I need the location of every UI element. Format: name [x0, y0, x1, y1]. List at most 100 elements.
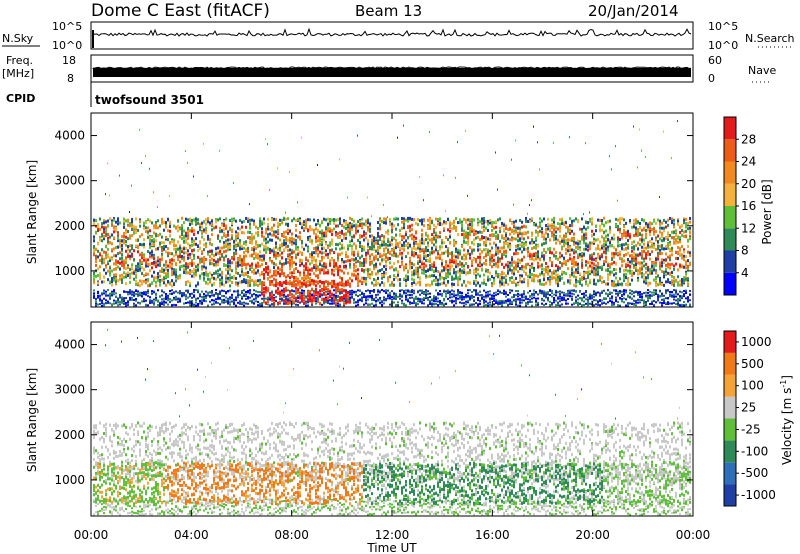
echo-cell — [187, 234, 189, 238]
echo-cell — [99, 303, 101, 306]
echo-cell — [333, 296, 335, 300]
echo-cell — [165, 260, 167, 264]
echo-cell — [359, 241, 361, 245]
echo-cell — [163, 281, 165, 285]
echo-cell — [399, 289, 401, 292]
echo-cell — [269, 251, 271, 255]
echo-cell — [117, 232, 119, 236]
echo-cell — [349, 282, 351, 286]
echo-cell — [289, 301, 291, 305]
echo-cell — [427, 234, 429, 238]
echo-cell — [217, 294, 219, 297]
echo-cell — [465, 241, 467, 245]
echo-cell — [445, 272, 447, 276]
echo-cell — [443, 299, 445, 302]
echo-cell — [101, 239, 103, 243]
echo-cell — [161, 248, 163, 252]
echo-cell — [257, 279, 259, 283]
echo-cell — [341, 277, 343, 281]
echo-cell — [291, 238, 293, 242]
echo-cell — [245, 297, 247, 300]
echo-cell — [383, 253, 385, 257]
echo-cell — [333, 273, 335, 277]
echo-cell — [171, 252, 173, 256]
echo-cell — [393, 217, 395, 221]
echo-cell — [497, 236, 499, 240]
echo-cell — [359, 245, 361, 249]
echo-cell — [355, 244, 357, 248]
echo-cell — [329, 291, 331, 295]
echo-cell — [235, 282, 237, 286]
echo-cell — [145, 299, 147, 302]
echo-cell — [343, 235, 345, 239]
echo-cell — [217, 275, 219, 279]
echo-cell — [393, 253, 395, 257]
echo-cell — [357, 220, 359, 224]
echo-cell — [127, 303, 129, 306]
echo-cell — [115, 220, 117, 224]
echo-cell — [259, 273, 261, 277]
echo-cell — [287, 228, 289, 232]
echo-cell — [109, 241, 111, 245]
echo-cell — [173, 243, 175, 247]
echo-cell — [361, 300, 363, 303]
echo-cell — [181, 255, 183, 259]
echo-cell — [297, 246, 299, 250]
echo-cell — [103, 289, 105, 292]
echo-cell — [447, 272, 449, 276]
echo-cell — [389, 291, 391, 294]
echo-cell — [187, 265, 189, 269]
echo-cell — [385, 291, 387, 294]
echo-cell — [369, 262, 371, 266]
echo-cell — [105, 265, 107, 269]
echo-cell — [169, 220, 171, 224]
echo-cell — [201, 230, 203, 234]
freq-tick-low: 8 — [67, 72, 74, 85]
echo-cell — [473, 242, 475, 246]
echo-cell — [509, 218, 511, 222]
echo-cell — [379, 301, 381, 304]
echo-cell — [303, 277, 305, 281]
echo-cell — [405, 255, 407, 259]
echo-cell — [459, 262, 461, 266]
echo-cell — [325, 218, 327, 222]
echo-cell — [123, 298, 125, 301]
echo-cell — [199, 300, 201, 303]
echo-cell — [221, 276, 223, 280]
echo-cell — [225, 296, 227, 299]
echo-cell — [471, 303, 473, 306]
echo-cell — [427, 296, 429, 299]
echo-cell — [177, 298, 179, 301]
echo-cell — [315, 302, 317, 305]
echo-cell — [399, 229, 401, 233]
echo-cell — [489, 277, 491, 281]
echo-cell — [179, 274, 181, 278]
beam-title: Beam 13 — [355, 2, 422, 20]
echo-cell — [247, 270, 249, 274]
echo-cell — [231, 280, 233, 284]
echo-cell — [271, 229, 273, 233]
echo-cell — [417, 280, 419, 284]
echo-cell — [243, 289, 245, 292]
echo-cell — [209, 222, 211, 226]
echo-cell — [287, 289, 289, 292]
echo-cell — [235, 219, 237, 223]
echo-cell — [283, 302, 285, 305]
echo-cell — [315, 248, 317, 252]
echo-cell — [483, 298, 485, 301]
echo-cell — [255, 295, 257, 298]
echo-cell — [399, 265, 401, 269]
echo-cell — [375, 265, 377, 269]
echo-cell — [167, 238, 169, 242]
echo-cell — [157, 278, 159, 282]
echo-cell — [229, 301, 231, 304]
echo-cell — [173, 282, 175, 286]
echo-cell — [391, 248, 393, 252]
echo-cell — [169, 233, 171, 237]
echo-cell — [511, 301, 513, 304]
echo-cell — [371, 215, 372, 218]
echo-cell — [333, 299, 335, 303]
echo-cell — [295, 286, 297, 290]
echo-cell — [397, 273, 399, 277]
echo-cell — [425, 249, 427, 253]
